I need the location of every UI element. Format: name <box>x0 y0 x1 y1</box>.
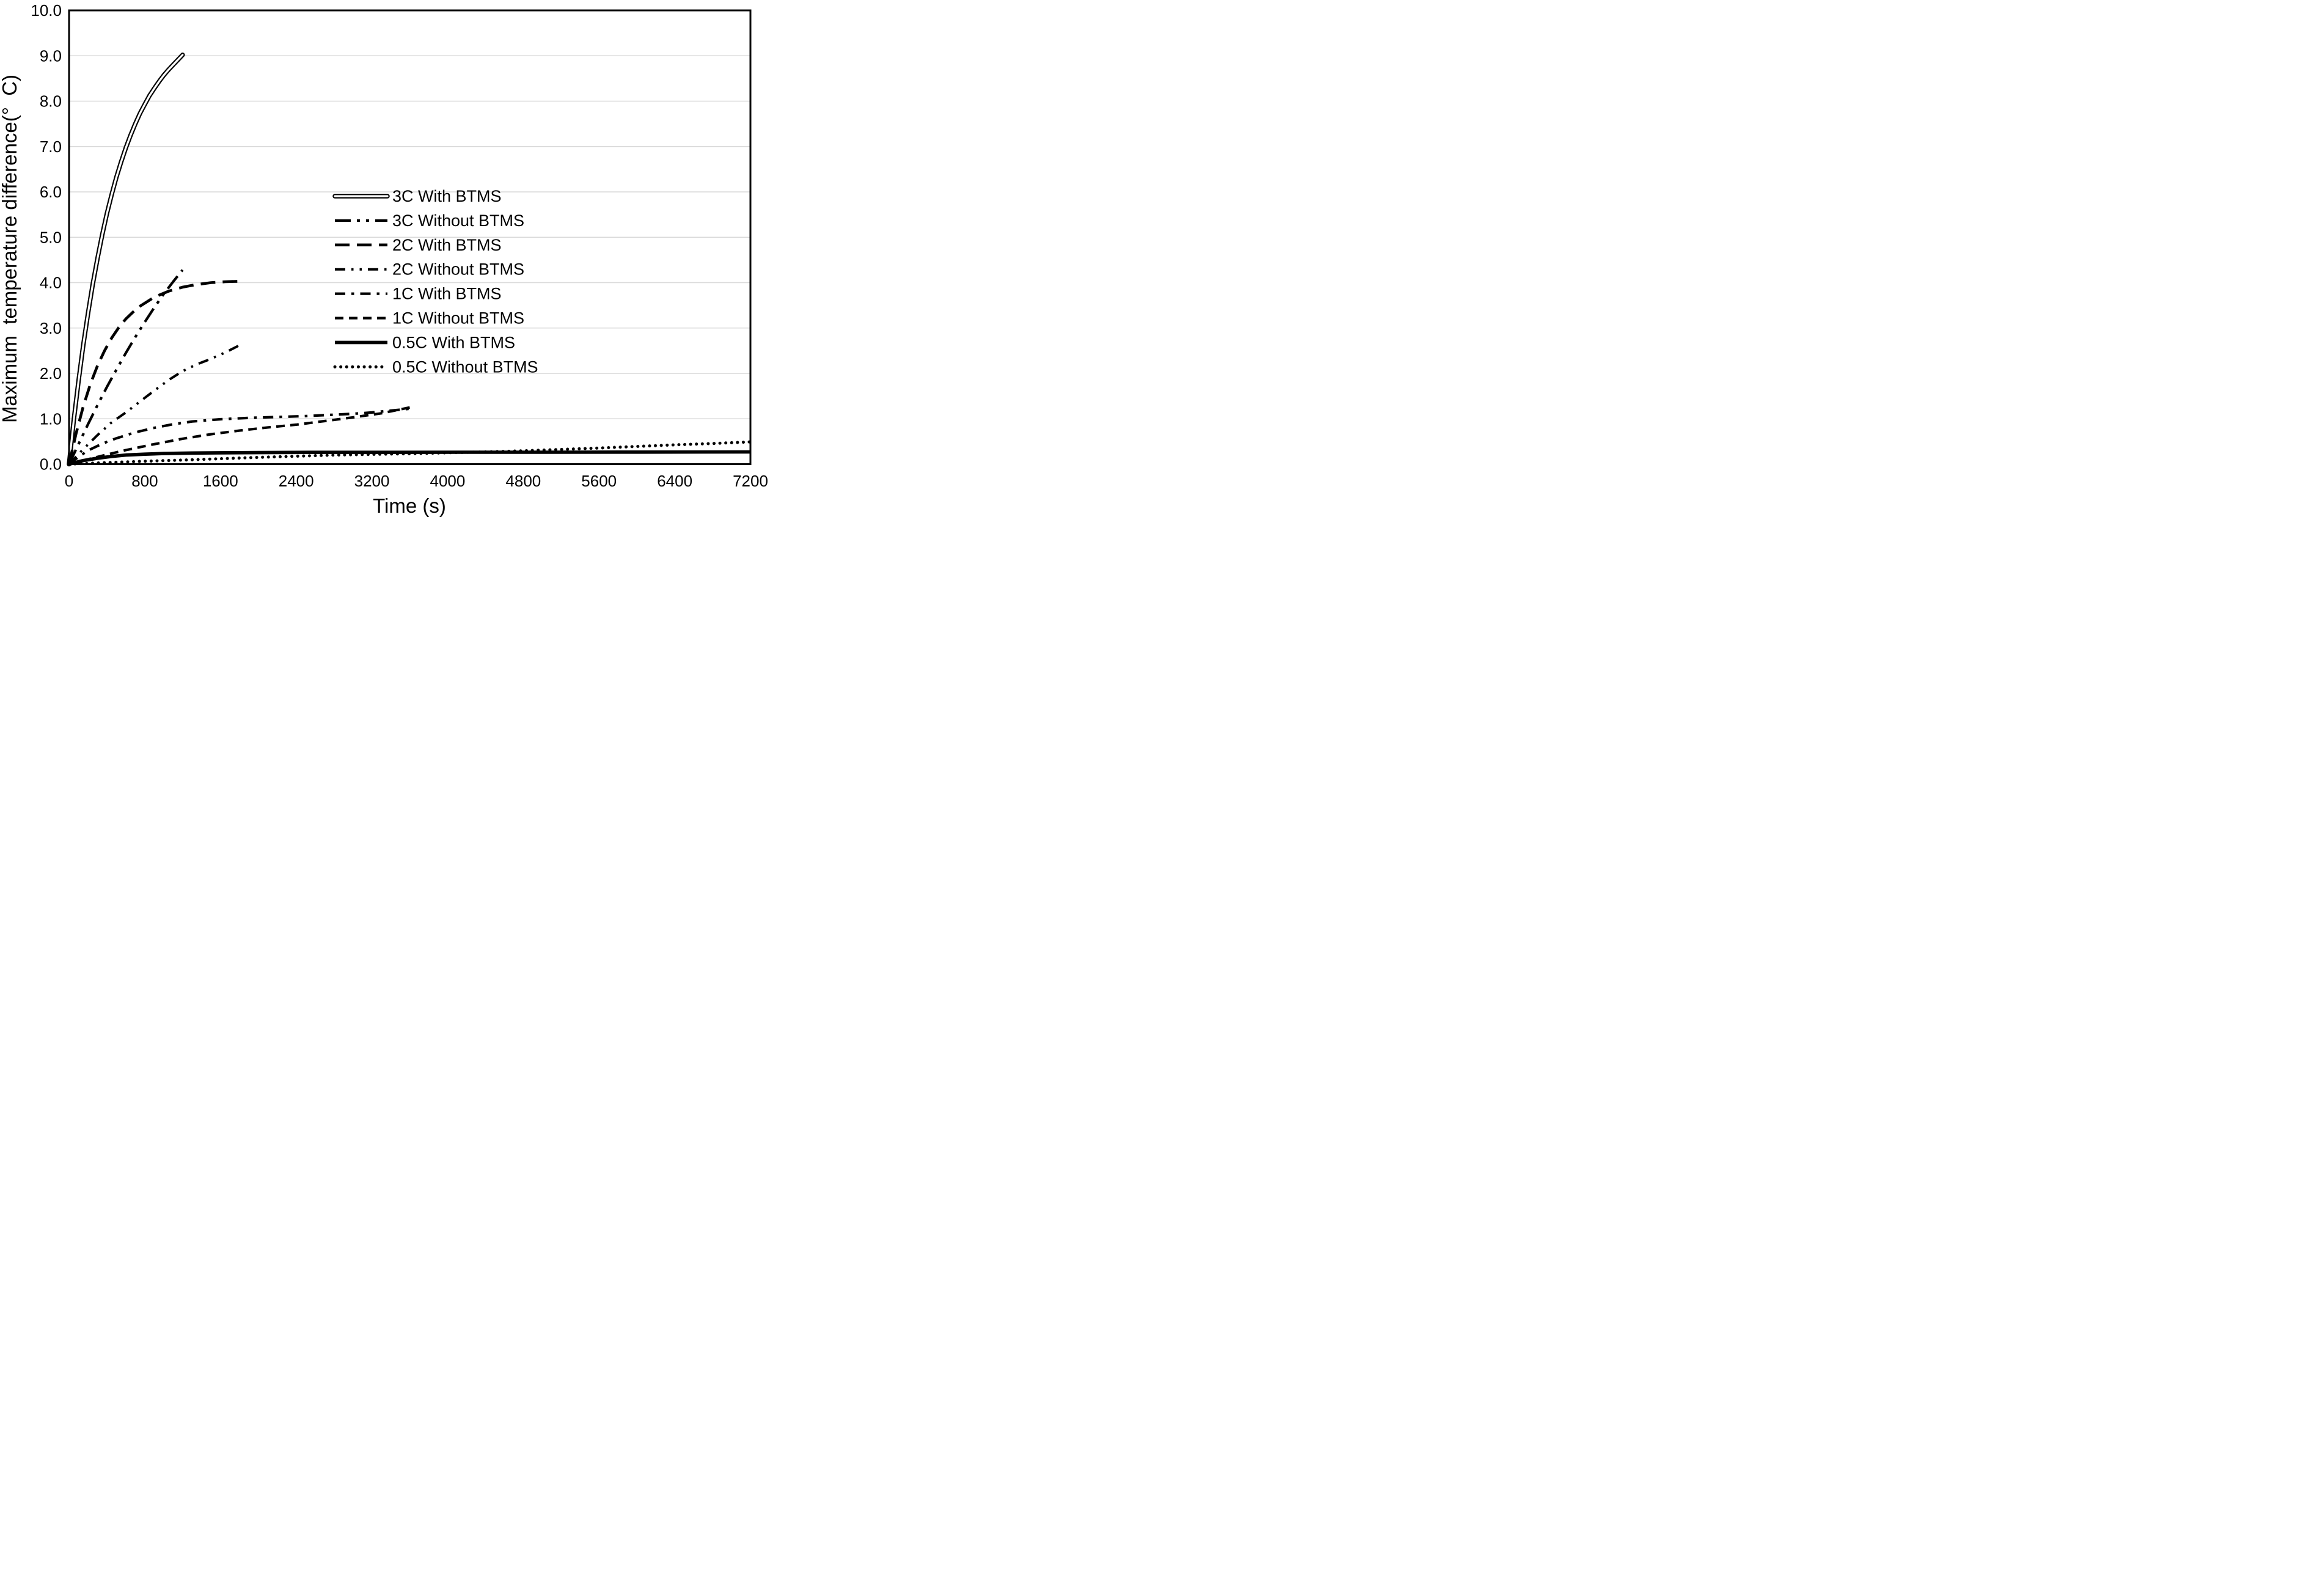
legend-label: 3C With BTMS <box>392 187 502 205</box>
svg-text:7.0: 7.0 <box>40 138 62 156</box>
svg-text:800: 800 <box>131 472 158 490</box>
series-0.5c-without-btms <box>67 440 752 466</box>
legend-label: 1C With BTMS <box>392 285 502 303</box>
series-1c-with-btms <box>68 407 410 466</box>
svg-text:4000: 4000 <box>430 472 466 490</box>
series-1c-without-btms <box>68 406 410 466</box>
legend-label: 2C With BTMS <box>392 236 502 254</box>
chart: 0.0 1.0 2.0 3.0 4.0 5.0 6.0 7.0 8.0 9.0 10.0 0 800 16… <box>0 0 775 523</box>
legend-item-1c-without-btms: 1C Without BTMS <box>335 309 524 328</box>
legend-label: 0.5C Without BTMS <box>392 358 538 376</box>
legend-item-3c-without-btms: 3C Without BTMS <box>335 211 524 230</box>
svg-text:5.0: 5.0 <box>40 228 62 246</box>
series-2c-without-btms <box>68 344 240 465</box>
svg-text:9.0: 9.0 <box>40 46 62 65</box>
svg-text:4800: 4800 <box>505 472 541 490</box>
x-tick-labels: 0 800 1600 2400 3200 4000 4800 5600 6400 7200 <box>65 472 768 490</box>
legend-item-1c-with-btms: 1C With BTMS <box>335 285 502 303</box>
svg-text:5600: 5600 <box>581 472 617 490</box>
series-3c-without-btms <box>68 269 184 465</box>
series-0.5c-with-btms <box>68 450 751 466</box>
svg-text:7200: 7200 <box>733 472 768 490</box>
svg-text:6.0: 6.0 <box>40 183 62 201</box>
gridlines <box>69 55 750 420</box>
svg-text:2.0: 2.0 <box>40 364 62 383</box>
legend: 3C With BTMS 3C Without BTMS 2C With BTMS 2… <box>332 187 538 376</box>
plot-border <box>68 9 752 465</box>
legend-item-0.5c-with-btms: 0.5C With BTMS <box>335 333 515 351</box>
legend-label: 2C Without BTMS <box>392 260 524 279</box>
svg-text:3200: 3200 <box>354 472 390 490</box>
svg-text:4.0: 4.0 <box>40 274 62 292</box>
svg-text:8.0: 8.0 <box>40 92 62 111</box>
x-axis-title: Time (s) <box>373 494 446 517</box>
legend-item-2c-with-btms: 2C With BTMS <box>335 236 502 254</box>
svg-text:0.0: 0.0 <box>40 455 62 474</box>
legend-item-2c-without-btms: 2C Without BTMS <box>335 260 524 279</box>
svg-text:1600: 1600 <box>203 472 238 490</box>
legend-label: 0.5C With BTMS <box>392 333 515 351</box>
legend-item-3c-with-btms: 3C With BTMS <box>332 187 502 205</box>
y-tick-labels: 0.0 1.0 2.0 3.0 4.0 5.0 6.0 7.0 8.0 9.0 10.0 <box>31 1 62 474</box>
svg-text:6400: 6400 <box>657 472 692 490</box>
legend-label: 1C Without BTMS <box>392 309 524 328</box>
svg-text:0: 0 <box>65 472 73 490</box>
svg-text:3.0: 3.0 <box>40 319 62 337</box>
svg-text:1.0: 1.0 <box>40 409 62 428</box>
series-2c-with-btms <box>67 280 240 465</box>
svg-text:2400: 2400 <box>279 472 314 490</box>
plot-svg: 0.0 1.0 2.0 3.0 4.0 5.0 6.0 7.0 8.0 9.0 10.0 0 800 16… <box>31 1 768 490</box>
y-axis-title: Maximum temperature difference(° C) <box>0 74 21 424</box>
series-3c-with-btms <box>67 53 185 467</box>
legend-label: 3C Without BTMS <box>392 211 524 230</box>
svg-text:10.0: 10.0 <box>31 1 62 20</box>
legend-item-0.5c-without-btms: 0.5C Without BTMS <box>333 358 538 376</box>
